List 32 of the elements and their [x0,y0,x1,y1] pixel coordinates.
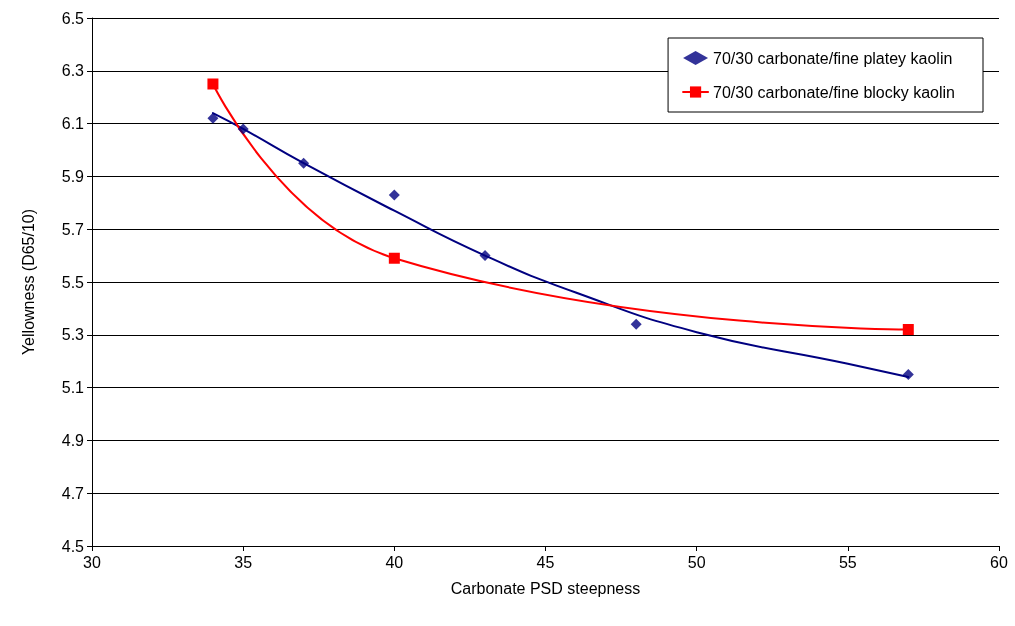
y-tick-label: 6.1 [61,115,85,133]
point [207,112,219,124]
y-tick-label: 4.9 [61,431,85,449]
y-tick-label: 4.5 [61,537,85,555]
y-tick-label: 4.7 [61,484,85,502]
point [207,78,219,90]
y-tick-label: 5.5 [61,273,85,291]
x-tick-label: 45 [536,553,555,571]
y-tick-label: 5.7 [61,220,85,238]
point [479,250,491,262]
legend-label: 70/30 carbonate/fine platey kaolin [713,49,953,67]
point [237,123,249,135]
x-tick-label: 50 [687,553,706,571]
y-tick-label: 6.5 [61,9,85,27]
x-tick-label: 40 [385,553,404,571]
y-tick-label: 5.9 [61,167,85,185]
point [902,324,914,336]
x-axis-title: Carbonate PSD steepness [450,579,641,597]
point [902,368,914,380]
x-tick-label: 55 [838,553,857,571]
y-axis-title: Yellowness (D65/10) [19,208,37,356]
point [388,252,400,264]
y-tick-label: 5.1 [61,379,85,397]
x-tick-label: 60 [990,553,1008,571]
point [630,318,642,330]
point [388,189,400,201]
y-tick-label: 6.3 [61,62,85,80]
y-tick-label: 5.3 [61,326,85,344]
x-tick-label: 30 [83,553,101,571]
x-tick-label: 35 [234,553,253,571]
legend-label: 70/30 carbonate/fine blocky kaolin [713,83,955,101]
point [298,157,310,169]
